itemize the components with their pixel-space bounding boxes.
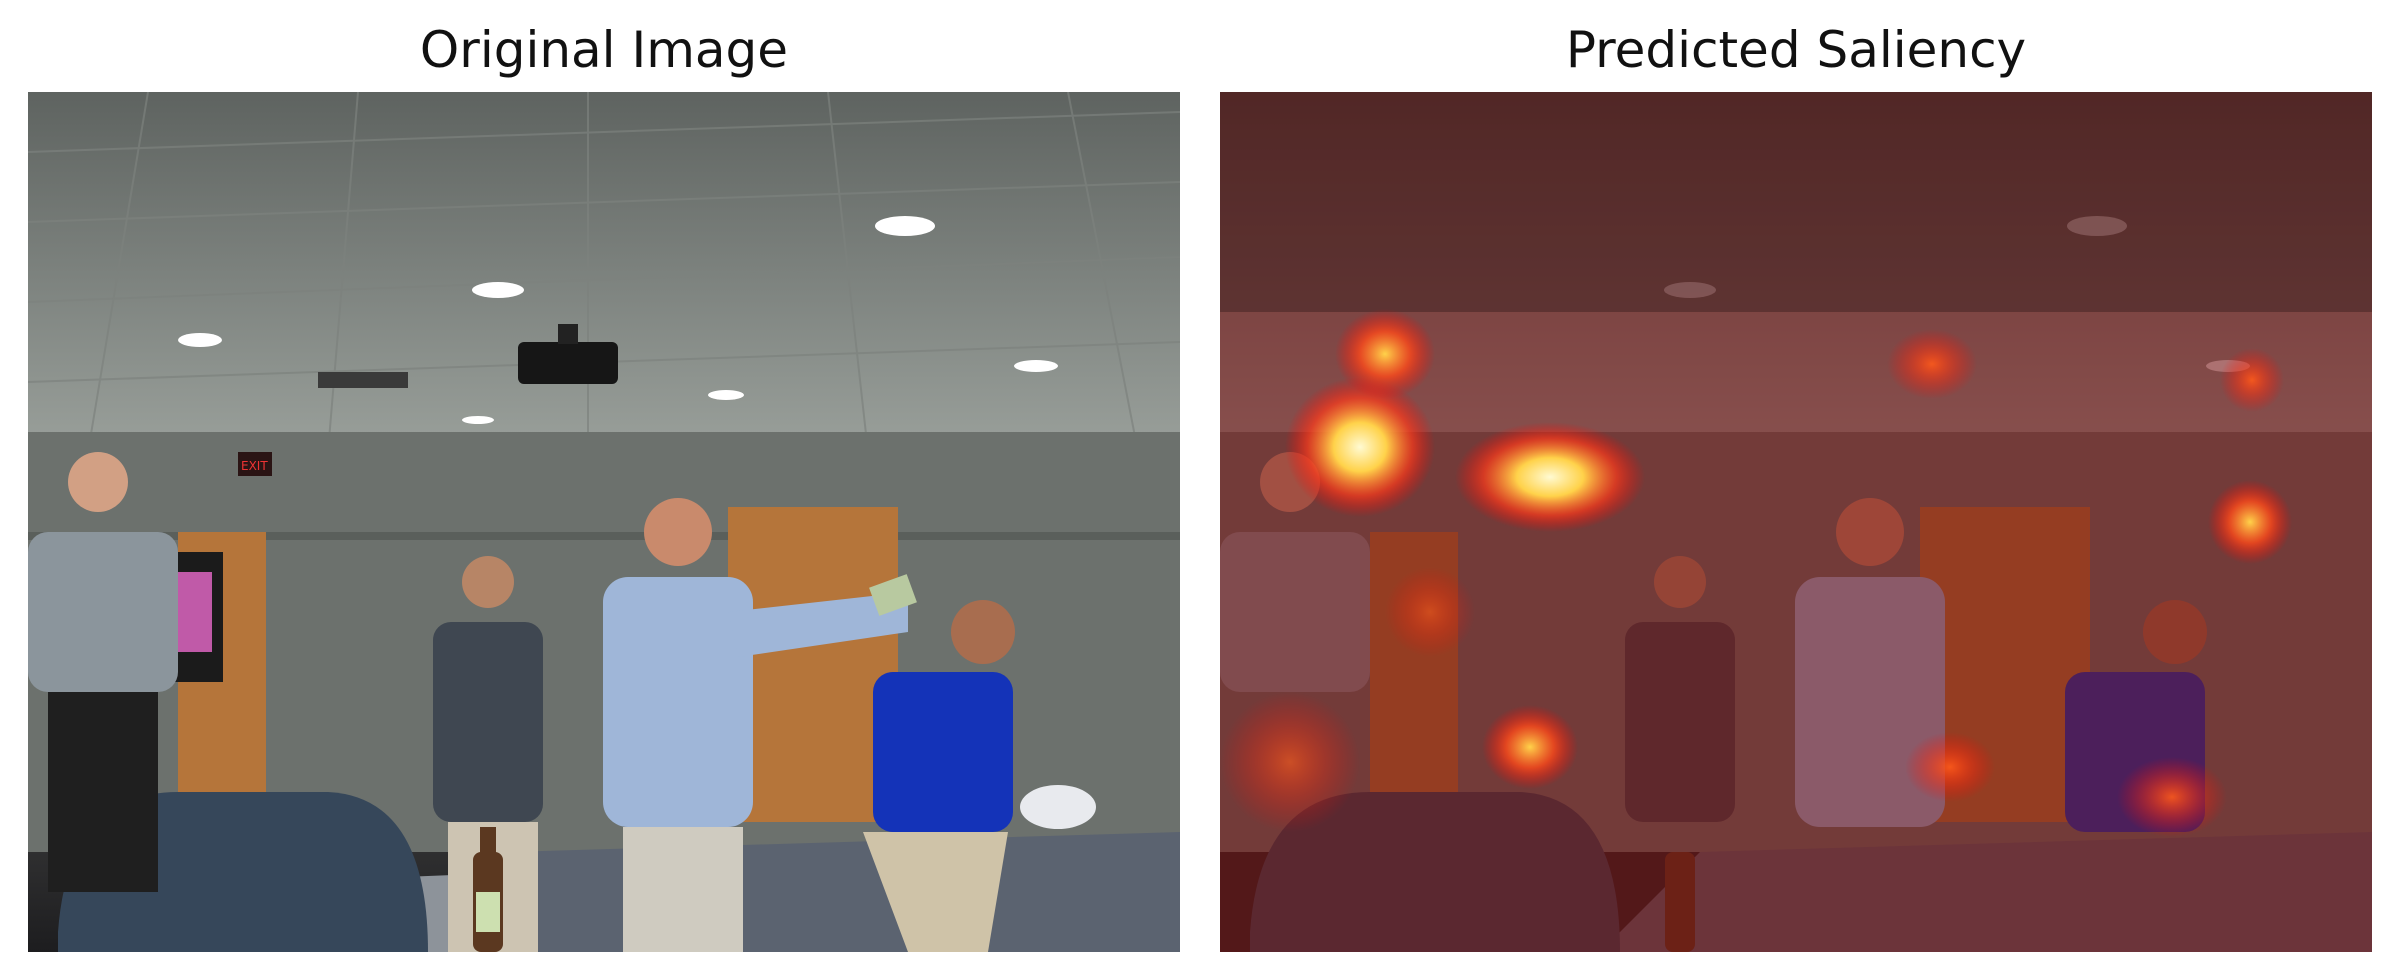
saliency-overlay-image <box>1220 92 2372 952</box>
original-image-panel: Original Image <box>28 0 1180 980</box>
original-image-title: Original Image <box>419 21 789 79</box>
saliency-hotspots <box>1220 309 2292 837</box>
office-scene-image: EXIT <box>28 92 1180 952</box>
exit-sign-text: EXIT <box>241 459 268 473</box>
saliency-image <box>1220 92 2372 952</box>
saliency-title: Predicted Saliency <box>1565 21 2027 79</box>
saliency-panel: Predicted Saliency <box>1220 0 2372 980</box>
original-image: EXIT <box>28 92 1180 952</box>
